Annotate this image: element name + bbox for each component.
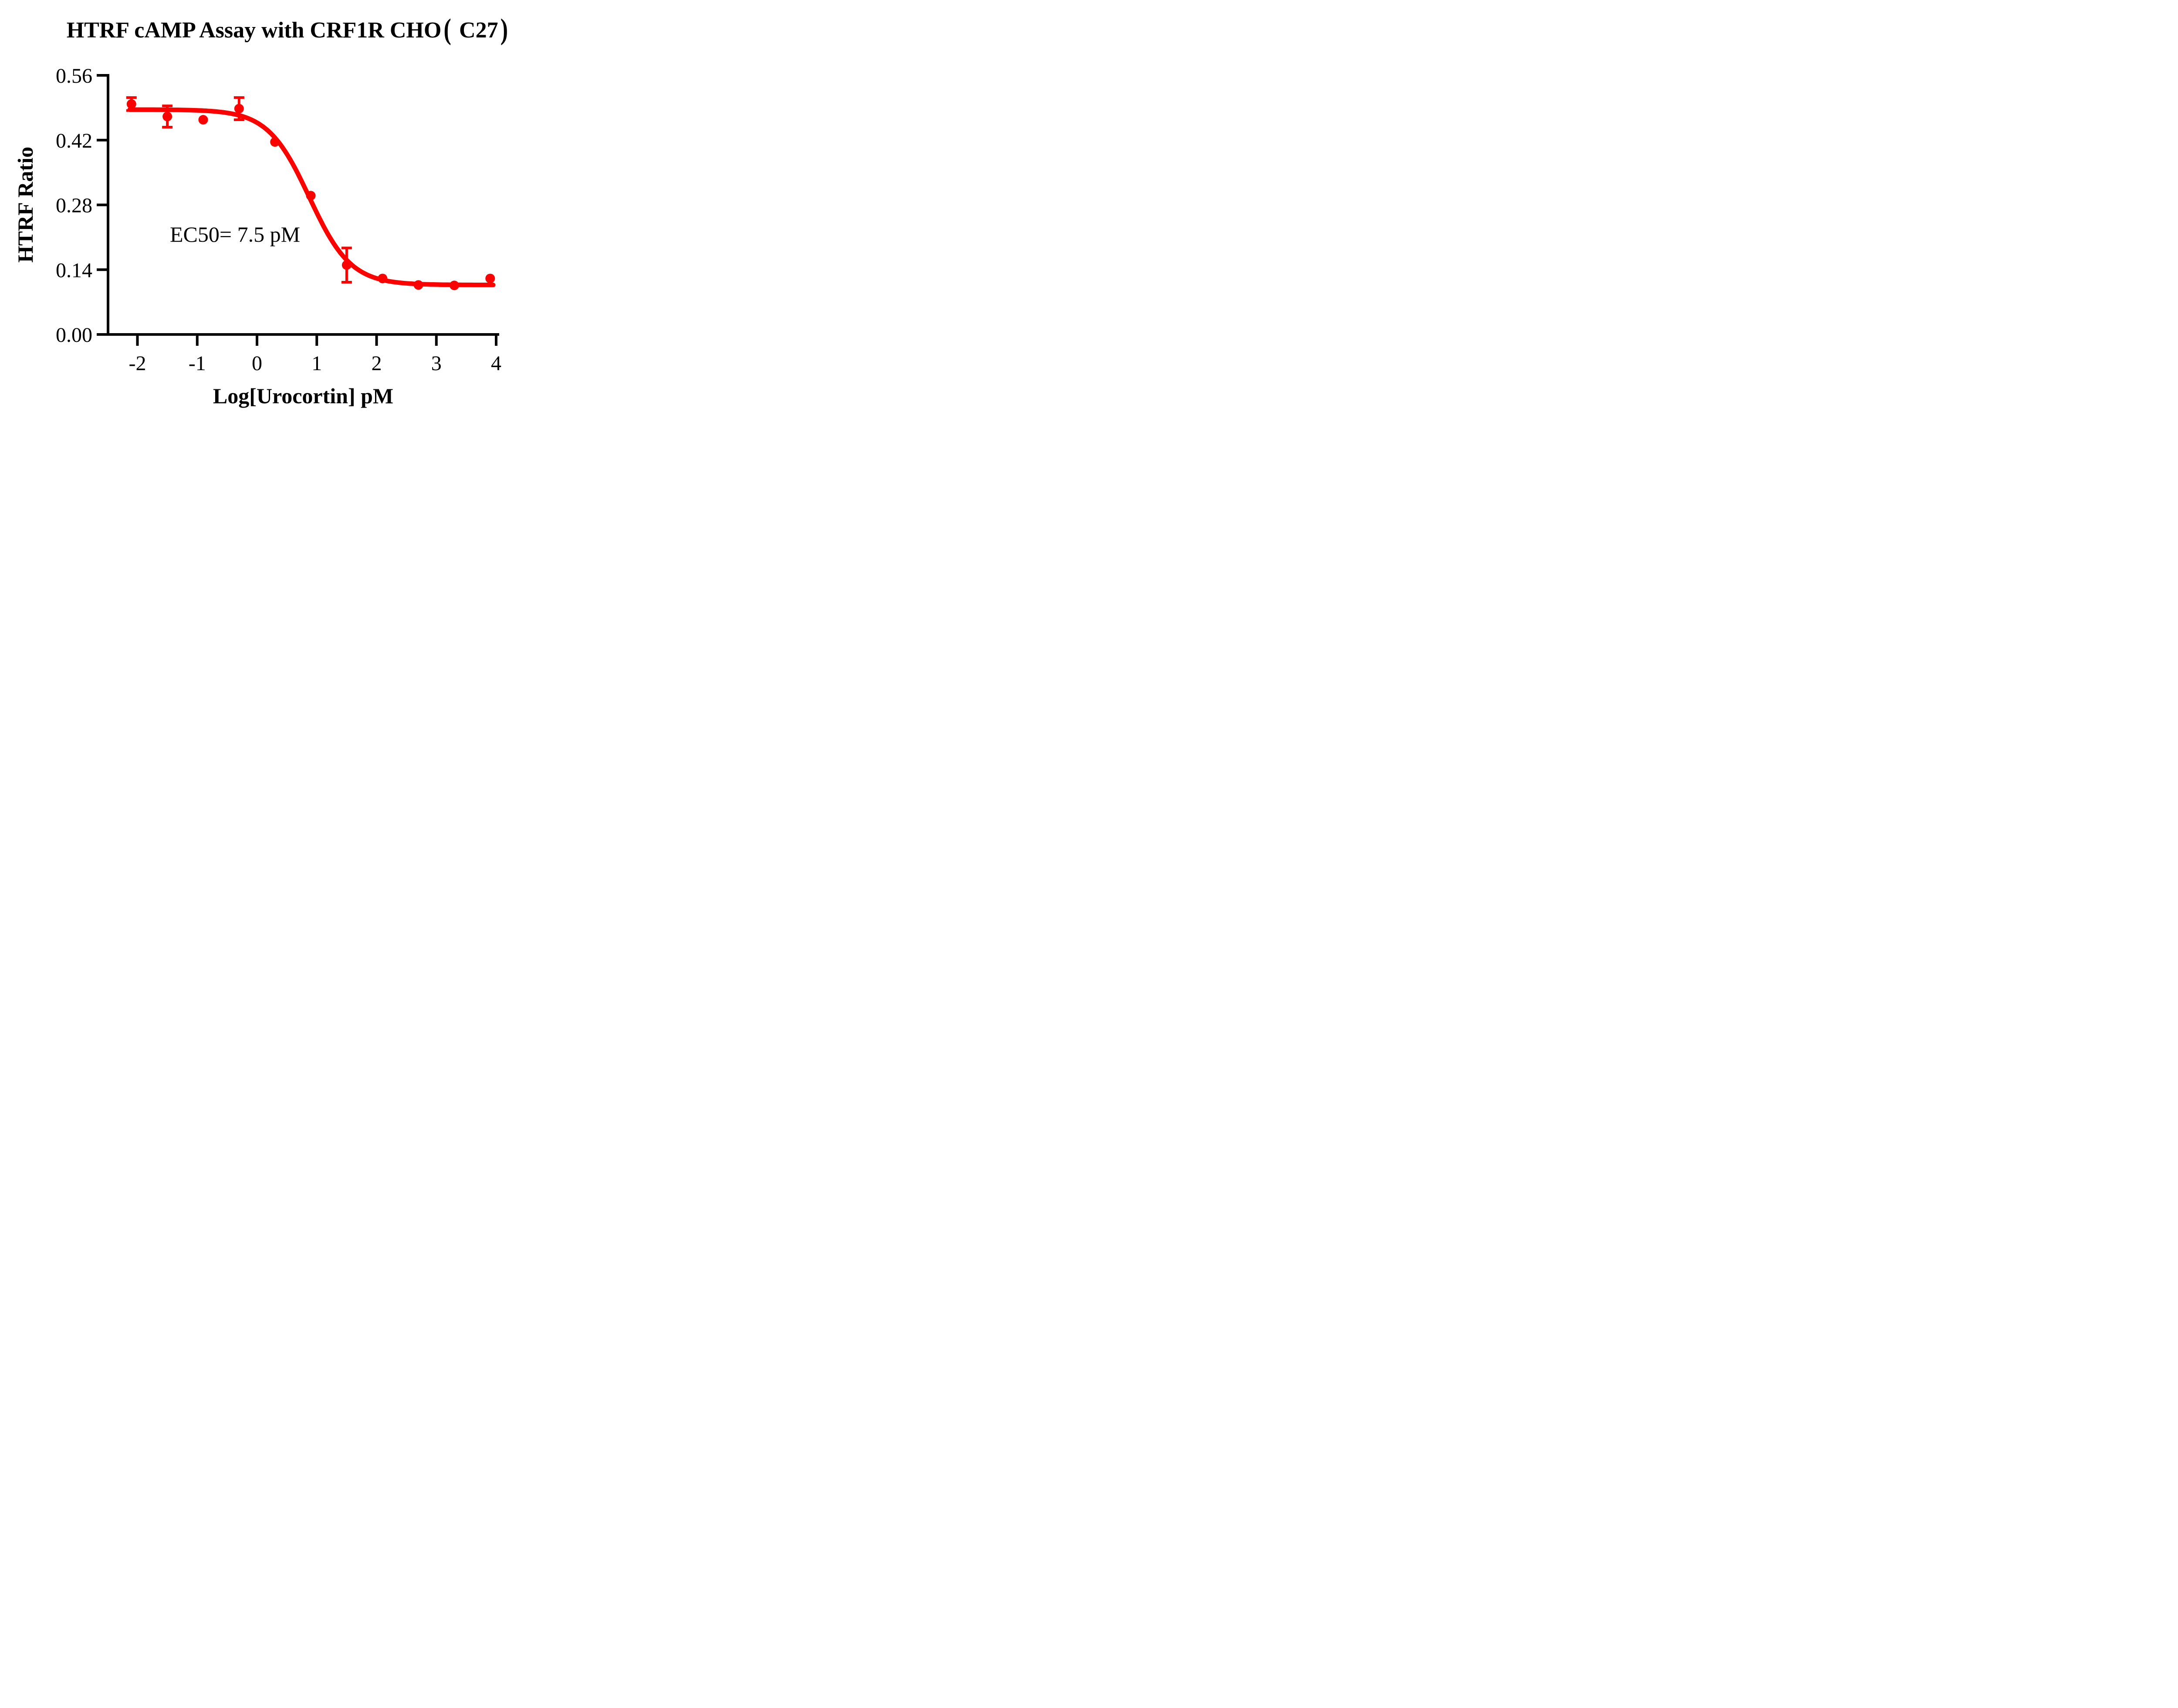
data-point: [485, 273, 495, 284]
x-tick-label: 3: [431, 352, 442, 375]
x-tick-label: 0: [252, 352, 262, 375]
y-tick-label: 0.00: [56, 324, 92, 347]
data-point: [198, 115, 208, 125]
chart-title: HTRF cAMP Assay with CRF1R CHO( C27): [66, 14, 508, 46]
fullwidth-open-paren: (: [443, 14, 451, 46]
plot-series: [126, 96, 496, 290]
y-tick-label: 0.28: [56, 194, 92, 217]
fit-curve: [127, 107, 496, 287]
figure-page: HTRF cAMP Assay with CRF1R CHO( C27) -2-…: [0, 0, 577, 427]
ec50-annotation: EC50= 7.5 pM: [170, 222, 300, 246]
y-axis-label: HTRF Ratio: [13, 147, 37, 263]
data-point: [126, 99, 136, 109]
dose-response-chart: -2 -1 0 1 2 3 4 0.00 0.14 0.28 0.42 0.56 EC50= 7.5 …: [13, 64, 501, 408]
data-point: [449, 280, 459, 290]
y-tick-label: 0.14: [56, 259, 92, 282]
axes: -2 -1 0 1 2 3 4 0.00 0.14 0.28 0.42 0.56: [56, 64, 501, 375]
data-point: [306, 191, 316, 201]
x-tick-label: 1: [311, 352, 322, 375]
data-point: [342, 260, 352, 270]
y-tick-label: 0.42: [56, 129, 92, 152]
y-tick-label: 0.56: [56, 64, 92, 88]
x-tick-label: 4: [491, 352, 501, 375]
x-tick-label: 2: [372, 352, 382, 375]
data-point: [378, 273, 388, 284]
x-tick-label: -1: [189, 352, 206, 375]
fullwidth-close-paren: ): [500, 14, 508, 46]
x-tick-label: -2: [129, 352, 146, 375]
data-point: [270, 137, 280, 147]
data-point: [413, 280, 423, 290]
x-axis-label: Log[Urocortin] pM: [213, 384, 393, 408]
data-point: [162, 111, 172, 122]
data-point: [234, 104, 244, 114]
